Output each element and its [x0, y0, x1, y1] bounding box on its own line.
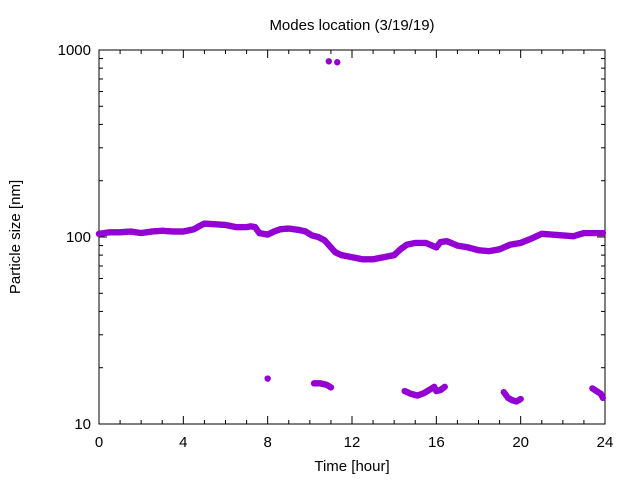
- data-point: [327, 384, 335, 391]
- x-tick-label: 24: [597, 434, 614, 451]
- data-point: [599, 229, 607, 237]
- x-tick-label: 8: [263, 434, 271, 451]
- x-tick-label: 0: [95, 434, 103, 451]
- data-point: [325, 58, 333, 65]
- data-point: [441, 383, 448, 391]
- data-point: [599, 394, 607, 402]
- y-tick-label: 100: [66, 229, 91, 246]
- axis-ticks: 0 4 8 12 16 20 24 10 100 1000: [58, 42, 614, 451]
- data-point: [517, 395, 524, 403]
- x-tick-label: 16: [428, 434, 445, 451]
- x-axis-label: Time [hour]: [314, 458, 389, 475]
- y-tick-label: 1000: [58, 42, 91, 59]
- data-point: [334, 59, 341, 66]
- x-tick-label: 12: [344, 434, 361, 451]
- data-points: [95, 58, 607, 405]
- x-tick-label: 4: [179, 434, 187, 451]
- data-point: [264, 375, 271, 382]
- x-tick-label: 20: [512, 434, 529, 451]
- chart-title: Modes location (3/19/19): [269, 17, 434, 34]
- y-axis-label: Particle size [nm]: [7, 180, 24, 294]
- y-tick-label: 10: [74, 416, 91, 433]
